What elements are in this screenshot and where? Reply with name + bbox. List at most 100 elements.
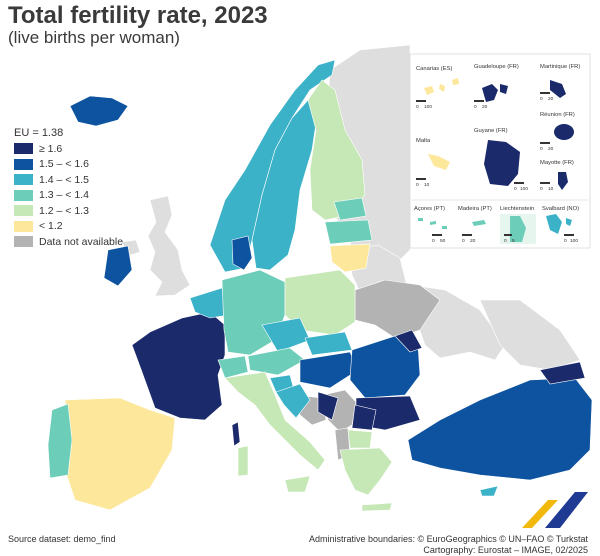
scale-val-guyane: 100 — [520, 186, 528, 192]
austria — [247, 347, 306, 376]
scale-zero-guyane: 0 — [514, 186, 517, 192]
poland-east-na — [354, 279, 441, 339]
legend-label: 1.5 – < 1.6 — [39, 158, 89, 171]
inset-madeira: Madeira (PT) 0 20 — [458, 206, 492, 244]
legend-label: 1.2 – < 1.3 — [39, 204, 89, 217]
scale-val-acores: 50 — [440, 238, 446, 244]
legend-item: 1.5 – < 1.6 — [14, 157, 123, 173]
scale-bar-mayotte — [540, 182, 550, 184]
credits: Administrative boundaries: © EuroGeograp… — [309, 534, 588, 556]
inset-guadeloupe: Guadeloupe (FR) 0 20 — [474, 64, 519, 110]
scale-zero-mayotte: 0 — [540, 186, 543, 192]
inset-liechtenstein-label: Liechtenstein — [500, 206, 534, 212]
belgium-netherlands — [189, 287, 229, 319]
legend-label: 1.4 – < 1.5 — [39, 173, 89, 186]
turkey — [407, 377, 593, 481]
inset-mayotte: Mayotte (FR) 0 10 — [540, 160, 574, 192]
crete — [361, 502, 393, 512]
scale-val-reunion: 20 — [548, 146, 554, 152]
inset-svalbard: Svalbard (NO) 0 100 — [542, 206, 579, 244]
france — [131, 311, 226, 421]
uk — [147, 195, 191, 297]
bosnia — [317, 391, 339, 421]
ireland — [103, 245, 133, 287]
acores-shapes — [418, 218, 447, 229]
portugal — [47, 403, 73, 479]
scale-zero-svalbard: 0 — [564, 238, 567, 244]
hungary — [299, 351, 359, 389]
scale-zero-madeira: 0 — [462, 238, 465, 244]
inset-svalbard-label: Svalbard (NO) — [542, 206, 579, 212]
scale-val-svalbard: 100 — [570, 238, 578, 244]
inset-malta: Malta 0 10 — [416, 138, 450, 188]
slovakia — [304, 331, 353, 356]
scale-zero-reunion: 0 — [540, 146, 543, 152]
sardinia — [237, 445, 249, 477]
scale-bar-liechtenstein — [504, 234, 512, 236]
map-subtitle: (live births per woman) — [8, 28, 180, 47]
corsica — [231, 421, 241, 447]
scale-bar-canarias — [416, 100, 426, 102]
scale-bar-martinique — [540, 92, 550, 94]
inset-panels: Canarias (ES) 0 100 Guadeloupe (FR) 0 20… — [409, 53, 591, 249]
scale-bar-guyane — [514, 182, 524, 184]
martinique-shape — [550, 80, 566, 98]
croatia — [275, 383, 311, 419]
legend-label: Data not available — [39, 235, 124, 248]
scale-bar-acores — [432, 234, 442, 236]
logo-blue-stripe — [545, 492, 588, 528]
legend-label: ≥ 1.6 — [39, 142, 63, 155]
cartography-credit: Cartography: Eurostat – IMAGE, 02/2025 — [423, 545, 588, 555]
denmark — [231, 235, 253, 271]
spain — [64, 397, 176, 511]
guadeloupe-shape — [482, 84, 508, 102]
malta-shape — [428, 154, 450, 170]
north-macedonia — [347, 429, 373, 449]
lithuania — [329, 243, 371, 273]
legend-eu-average: EU = 1.38 — [14, 127, 64, 139]
scale-zero-canarias: 0 — [416, 104, 419, 110]
inset-guyane-label: Guyane (FR) — [474, 128, 508, 134]
scale-zero-guadeloupe: 0 — [474, 104, 477, 110]
inset-canarias: Canarias (ES) 0 100 — [416, 66, 459, 110]
switzerland — [217, 355, 249, 379]
inset-madeira-label: Madeira (PT) — [458, 206, 492, 212]
inset-acores-label: Açores (PT) — [414, 206, 445, 212]
legend-item: ≥ 1.6 — [14, 141, 123, 157]
boundaries-credit: Administrative boundaries: © EuroGeograp… — [308, 534, 588, 544]
map-title: Total fertility rate, 2023 — [8, 2, 268, 29]
legend-item: 1.3 – < 1.4 — [14, 188, 123, 204]
legend-item: 1.2 – < 1.3 — [14, 203, 123, 219]
iceland — [69, 95, 129, 127]
scale-bar-malta — [416, 178, 426, 180]
legend-swatch — [14, 236, 33, 248]
inset-guyane: Guyane (FR) 0 100 — [474, 128, 528, 192]
poland — [284, 269, 356, 336]
logo-yellow-stripe — [522, 500, 558, 528]
scale-zero-malta: 0 — [416, 182, 419, 188]
inset-liechtenstein: Liechtenstein 0 5 — [500, 206, 536, 244]
scale-val-mayotte: 10 — [548, 186, 554, 192]
legend-label: < 1.2 — [39, 220, 63, 233]
scale-bar-guadeloupe — [474, 100, 484, 102]
georgia-region — [539, 361, 586, 385]
legend-swatch — [14, 174, 33, 186]
legend-label: 1.3 – < 1.4 — [39, 189, 89, 202]
canarias-shapes — [424, 78, 459, 95]
sweden — [251, 99, 319, 271]
legend-swatch — [14, 220, 33, 232]
source-note: Source dataset: demo_find — [8, 534, 116, 544]
scale-bar-svalbard — [564, 234, 574, 236]
scale-val-malta: 10 — [424, 182, 430, 188]
scale-zero-liechtenstein: 0 — [504, 238, 507, 244]
scale-val-martinique: 20 — [548, 96, 554, 102]
inset-martinique-label: Martinique (FR) — [540, 64, 580, 70]
madeira-shape — [472, 220, 486, 226]
italy — [224, 371, 326, 471]
legend-swatch — [14, 189, 33, 201]
liechtenstein-shape — [510, 216, 526, 242]
sicily — [284, 475, 311, 493]
inset-canarias-label: Canarias (ES) — [416, 66, 452, 72]
guyane-shape — [484, 140, 520, 186]
